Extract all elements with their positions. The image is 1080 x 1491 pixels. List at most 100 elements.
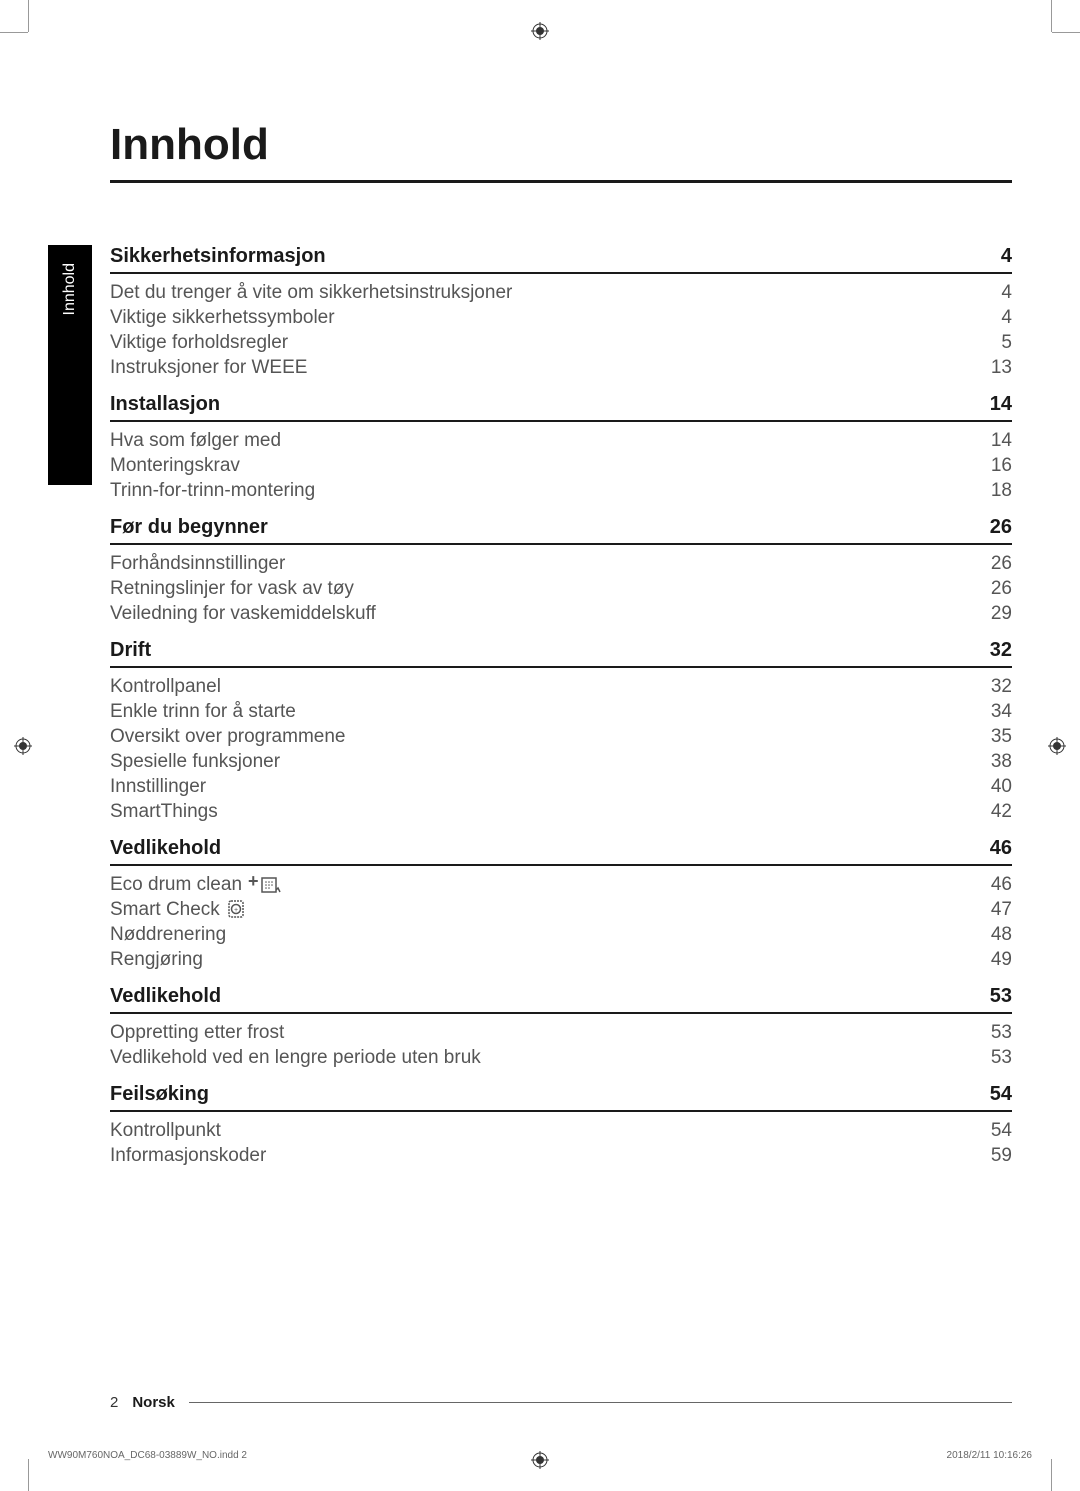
- toc-item-row: Enkle trinn for å starte 34: [110, 698, 1012, 723]
- toc-section-header: Vedlikehold 46: [110, 823, 1012, 866]
- toc-item-page: 29: [991, 603, 1012, 625]
- toc-item-page: 40: [991, 776, 1012, 798]
- toc-item-row: Vedlikehold ved en lengre periode uten b…: [110, 1044, 1012, 1069]
- toc-section-header: Før du begynner26: [110, 502, 1012, 545]
- page-container: Innhold Innhold Sikkerhetsinformasjon 4 De…: [48, 50, 1032, 1441]
- toc-item-label: Eco drum clean +: [110, 874, 282, 896]
- toc-item-label: Det du trenger å vite om sikkerhetsinstr…: [110, 282, 512, 304]
- title-rule: [110, 180, 1012, 183]
- toc-item-label: Rengjøring: [110, 949, 203, 971]
- toc-item-label: Monteringskrav: [110, 455, 240, 477]
- toc-item-label: Trinn-for-trinn-montering: [110, 480, 315, 502]
- toc-item-label: Oversikt over programmene: [110, 726, 345, 748]
- toc-item-page: 47: [991, 899, 1012, 921]
- footer-rule: [189, 1402, 1012, 1403]
- toc-section-header: Drift32: [110, 625, 1012, 668]
- toc-item-page: 13: [991, 357, 1012, 379]
- toc-section-page: 14: [990, 393, 1012, 416]
- toc-item-row: Kontrollpunkt 54: [110, 1112, 1012, 1142]
- crop-mark: [1051, 0, 1052, 32]
- toc-item-row: Viktige forholdsregler 5: [110, 329, 1012, 354]
- toc-section-header: Sikkerhetsinformasjon 4: [110, 231, 1012, 274]
- toc-section-page: 46: [990, 837, 1012, 860]
- toc-item-row: Innstillinger 40: [110, 773, 1012, 798]
- page-title: Innhold: [110, 120, 1032, 170]
- toc-section-title: Feilsøking: [110, 1083, 209, 1106]
- toc-item-label: Veiledning for vaskemiddelskuff: [110, 603, 376, 625]
- toc-item-page: 46: [991, 874, 1012, 896]
- toc-item-label: Forhåndsinnstillinger: [110, 553, 285, 575]
- toc-item-row: Instruksjoner for WEEE 13: [110, 354, 1012, 379]
- toc-item-row: Trinn-for-trinn-montering 18: [110, 477, 1012, 502]
- svg-text:+: +: [234, 907, 238, 914]
- toc-item-row: Hva som følger med 14: [110, 422, 1012, 452]
- toc-item-label: Oppretting etter frost: [110, 1022, 284, 1044]
- toc-section-page: 53: [990, 985, 1012, 1008]
- toc-item-row: Viktige sikkerhetssymboler 4: [110, 304, 1012, 329]
- crop-mark: [28, 0, 29, 32]
- crop-mark: [1051, 1459, 1052, 1491]
- toc-section-title: Vedlikehold: [110, 985, 221, 1008]
- toc-item-page: 53: [991, 1047, 1012, 1069]
- toc-item-label: SmartThings: [110, 801, 218, 823]
- smart-check-icon: +: [226, 899, 248, 921]
- toc-item-row: Det du trenger å vite om sikkerhetsinstr…: [110, 274, 1012, 304]
- toc-item-label: Viktige sikkerhetssymboler: [110, 307, 335, 329]
- page-number: 2: [110, 1394, 118, 1411]
- toc-item-page: 4: [1001, 282, 1012, 304]
- table-of-contents: Sikkerhetsinformasjon 4 Det du trenger å v…: [110, 231, 1012, 1167]
- toc-item-page: 14: [991, 430, 1012, 452]
- registration-mark-icon: [14, 737, 32, 755]
- toc-item-page: 18: [991, 480, 1012, 502]
- toc-item-page: 42: [991, 801, 1012, 823]
- print-footer-right: 2018/2/11 10:16:26: [947, 1450, 1032, 1461]
- toc-item-label: Kontrollpunkt: [110, 1120, 221, 1142]
- toc-item-row: Monteringskrav 16: [110, 452, 1012, 477]
- toc-item-page: 35: [991, 726, 1012, 748]
- toc-item-label: Smart Check +: [110, 899, 248, 921]
- toc-item-row: Veiledning for vaskemiddelskuff 29: [110, 600, 1012, 625]
- toc-item-row: Eco drum clean + 46: [110, 866, 1012, 896]
- toc-item-page: 48: [991, 924, 1012, 946]
- svg-text:+: +: [248, 875, 259, 891]
- toc-section-header: Feilsøking 54: [110, 1069, 1012, 1112]
- toc-item-label: Innstillinger: [110, 776, 206, 798]
- toc-item-page: 53: [991, 1022, 1012, 1044]
- toc-section-title: Vedlikehold: [110, 837, 221, 860]
- toc-section-page: 54: [990, 1083, 1012, 1106]
- toc-item-label: Informasjonskoder: [110, 1145, 266, 1167]
- toc-item-page: 16: [991, 455, 1012, 477]
- page-footer: 2 Norsk: [110, 1394, 1012, 1411]
- toc-section-title: Installasjon: [110, 393, 220, 416]
- toc-item-row: Kontrollpanel 32: [110, 668, 1012, 698]
- side-tab-label: Innhold: [61, 263, 79, 316]
- toc-item-page: 26: [991, 553, 1012, 575]
- toc-item-label: Vedlikehold ved en lengre periode uten b…: [110, 1047, 481, 1069]
- toc-item-row: SmartThings 42: [110, 798, 1012, 823]
- registration-mark-icon: [531, 22, 549, 40]
- toc-item-row: Oversikt over programmene 35: [110, 723, 1012, 748]
- toc-item-label: Viktige forholdsregler: [110, 332, 288, 354]
- print-footer-left: WW90M760NOA_DC68-03889W_NO.indd 2: [48, 1450, 247, 1461]
- toc-item-row: Nøddrenering 48: [110, 921, 1012, 946]
- toc-section-header: Installasjon 14: [110, 379, 1012, 422]
- toc-item-page: 32: [991, 676, 1012, 698]
- toc-item-label: Spesielle funksjoner: [110, 751, 280, 773]
- toc-item-page: 26: [991, 578, 1012, 600]
- toc-item-page: 34: [991, 701, 1012, 723]
- print-footer: WW90M760NOA_DC68-03889W_NO.indd 2 2018/2…: [48, 1450, 1032, 1461]
- toc-item-label: Nøddrenering: [110, 924, 226, 946]
- toc-item-label: Hva som følger med: [110, 430, 281, 452]
- crop-mark: [28, 1459, 29, 1491]
- toc-section-title: Sikkerhetsinformasjon: [110, 245, 326, 268]
- toc-item-page: 54: [991, 1120, 1012, 1142]
- toc-section-page: 4: [1001, 245, 1012, 268]
- toc-item-page: 59: [991, 1145, 1012, 1167]
- toc-item-row: Smart Check + 47: [110, 896, 1012, 921]
- toc-item-row: Spesielle funksjoner 38: [110, 748, 1012, 773]
- toc-item-page: 38: [991, 751, 1012, 773]
- toc-item-row: Oppretting etter frost 53: [110, 1014, 1012, 1044]
- crop-mark: [0, 32, 28, 33]
- toc-section-title: Drift: [110, 639, 151, 662]
- toc-section-header: Vedlikehold 53: [110, 971, 1012, 1014]
